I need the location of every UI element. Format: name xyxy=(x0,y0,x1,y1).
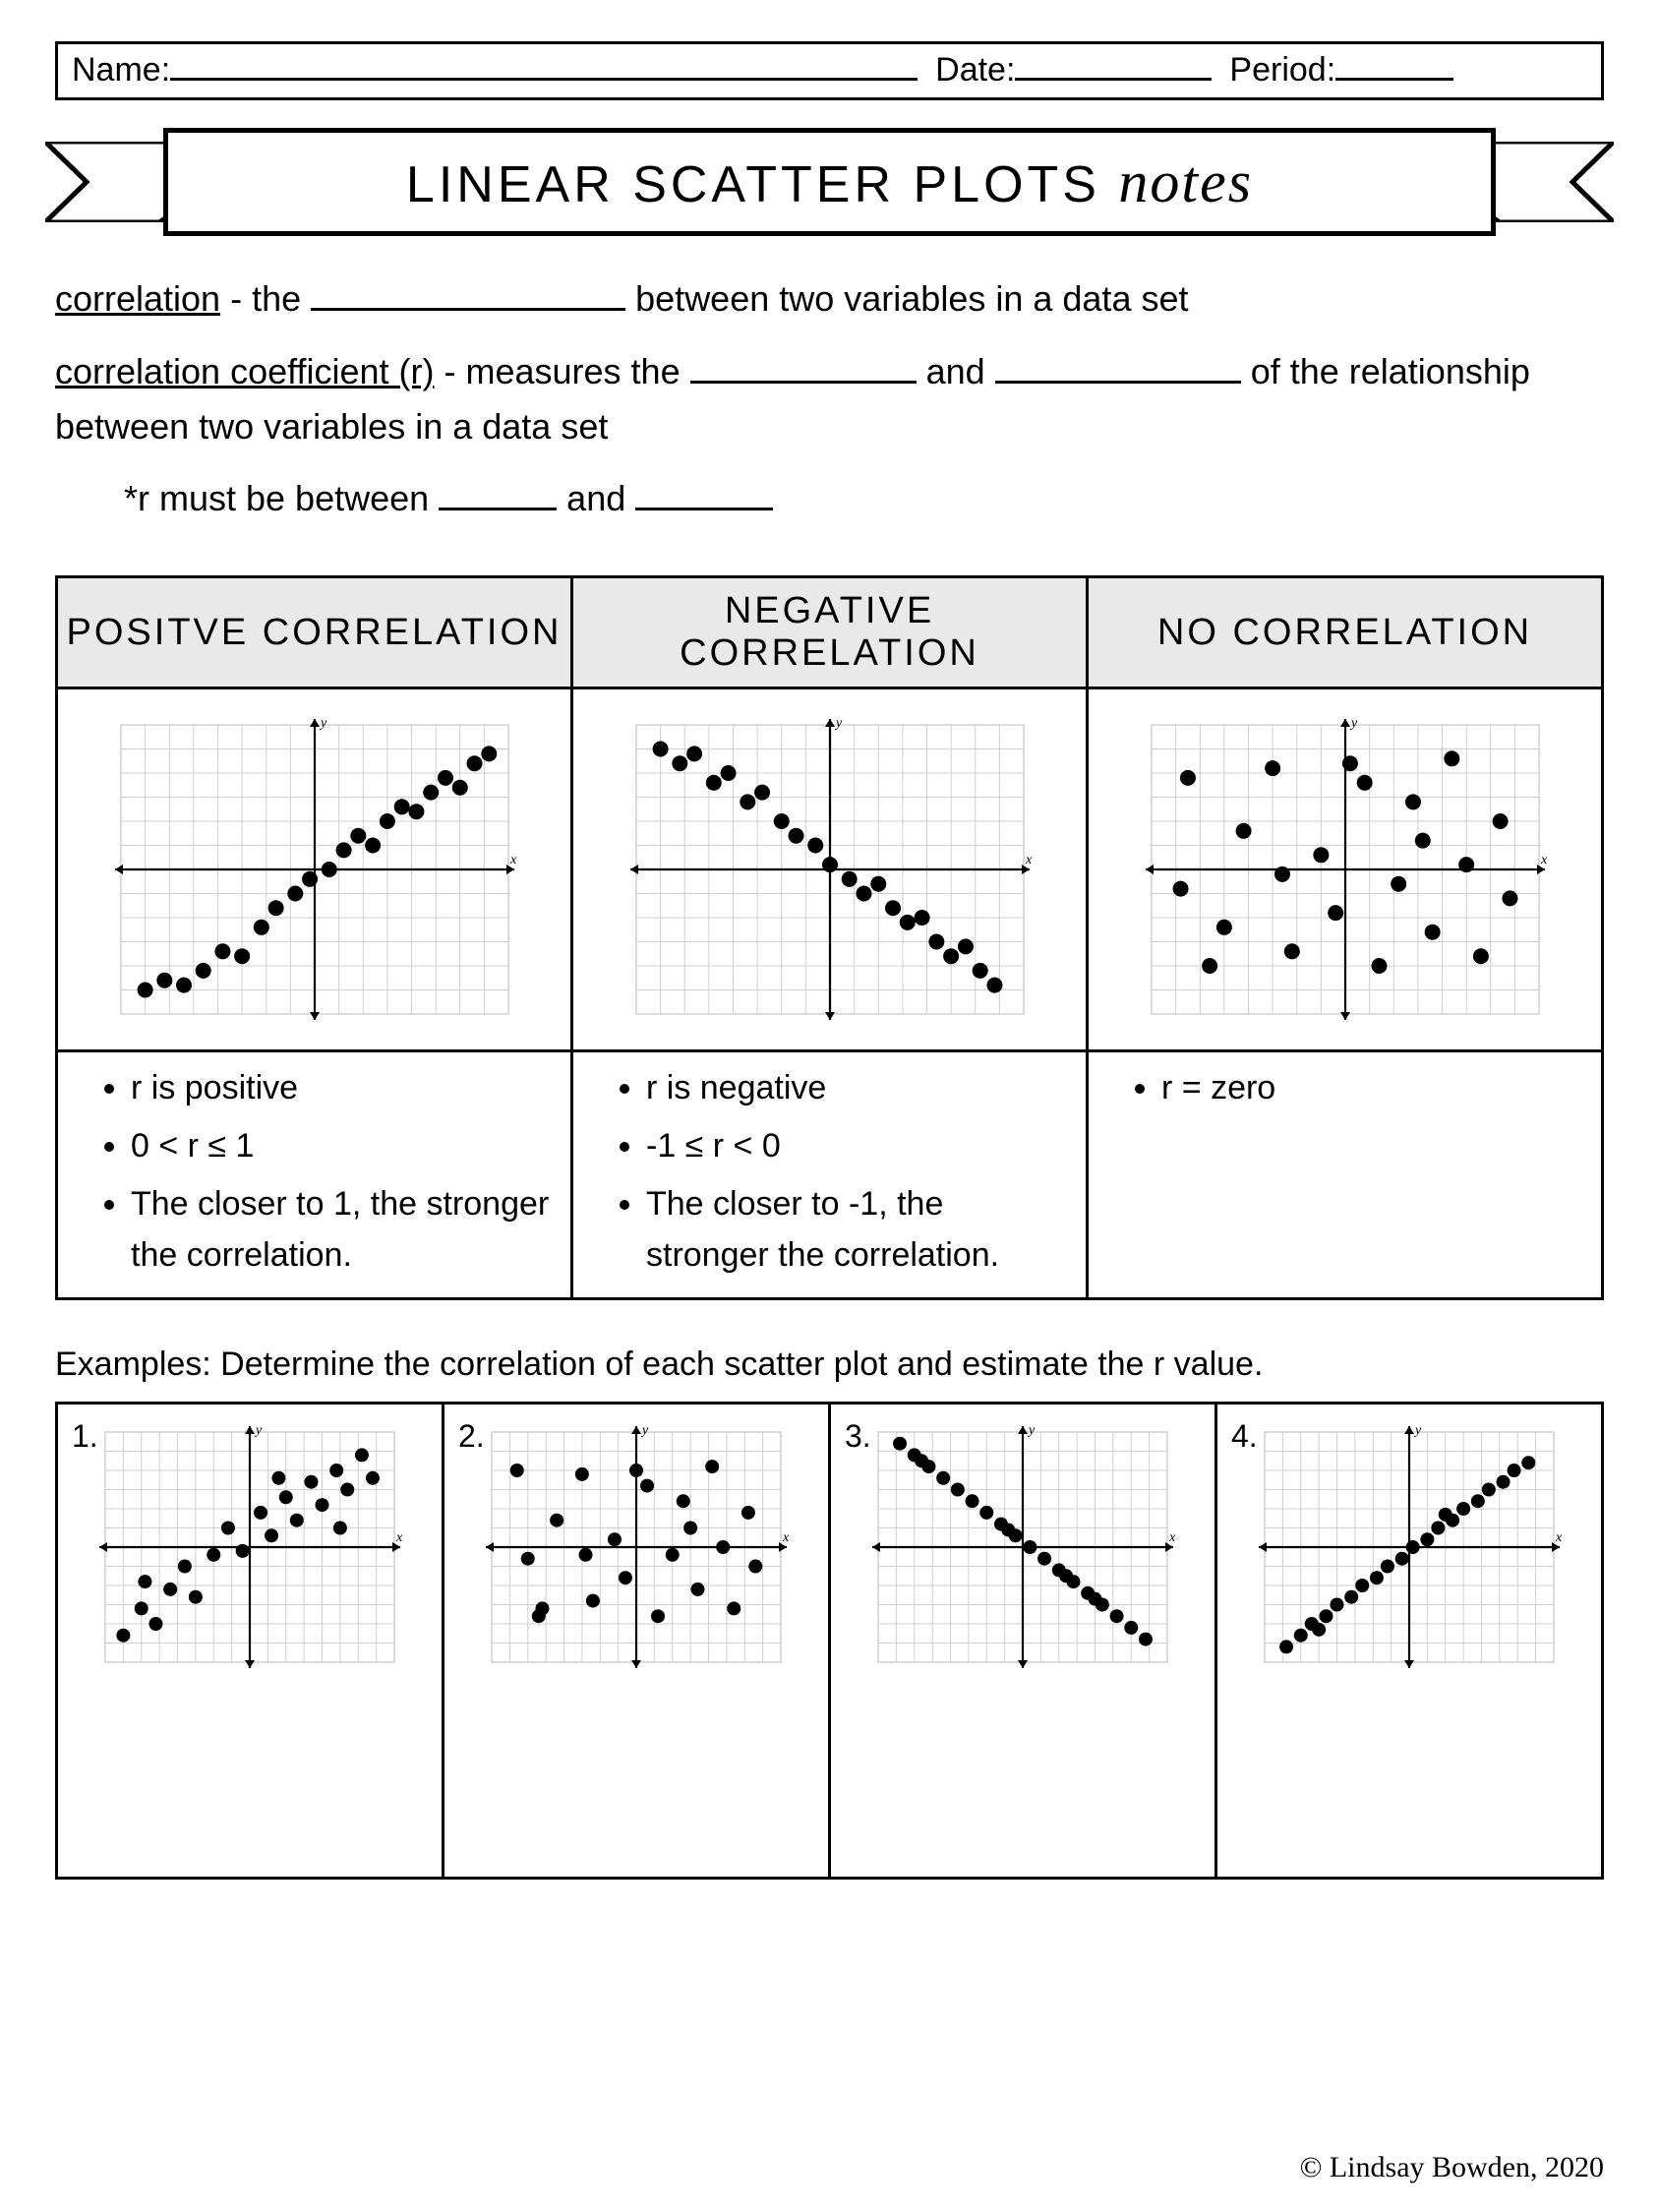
col-header-none: NO CORRELATION xyxy=(1088,577,1603,688)
plot-cell-negative: xy xyxy=(572,688,1088,1051)
name-blank[interactable] xyxy=(170,50,918,81)
example-num-4: 4. xyxy=(1231,1418,1258,1455)
banner-tail-left-icon xyxy=(45,142,183,222)
bullets-positive: r is positive 0 < r ≤ 1 The closer to 1, t… xyxy=(57,1051,572,1299)
def-term-coefficient: correlation coefficient (r) xyxy=(55,351,435,391)
plot-cell-none: xy xyxy=(1088,688,1603,1051)
bullet-item: r = zero xyxy=(1161,1062,1589,1114)
scatter-plot: xy xyxy=(860,1414,1185,1680)
scatter-plot: xy xyxy=(103,707,526,1032)
scatter-plot: xy xyxy=(474,1414,799,1680)
def-text: - the xyxy=(220,278,311,319)
scatter-plot: xy xyxy=(88,1414,412,1680)
title-box: LINEAR SCATTER PLOTS notes xyxy=(163,128,1496,236)
correlation-table: POSITVE CORRELATION NEGATIVE CORRELATION… xyxy=(55,575,1604,1300)
plot-cell-positive: xy xyxy=(57,688,572,1051)
examples-label: Examples: Determine the correlation of e… xyxy=(55,1345,1604,1384)
def-blank-5[interactable] xyxy=(635,482,773,510)
col-header-negative: NEGATIVE CORRELATION xyxy=(572,577,1088,688)
col-header-positive: POSITVE CORRELATION xyxy=(57,577,572,688)
period-label: Period: xyxy=(1229,51,1335,90)
header-row: Name: Date: Period: xyxy=(55,41,1604,100)
bullet-item: 0 < r ≤ 1 xyxy=(131,1120,559,1172)
svg-text:y: y xyxy=(1413,1423,1422,1438)
bullet-item: The closer to -1, the stronger the corre… xyxy=(646,1178,1074,1282)
footer-text: © Lindsay Bowden, 2020 xyxy=(1300,2151,1604,2184)
title-script: notes xyxy=(1118,149,1253,214)
svg-text:y: y xyxy=(640,1423,649,1438)
examples-table: 1. xy 2. xy 3. xy 4. xy xyxy=(55,1402,1604,1880)
def-text: between two variables in a data set xyxy=(625,278,1188,319)
svg-text:x: x xyxy=(395,1530,403,1545)
bullet-item: -1 ≤ r < 0 xyxy=(646,1120,1074,1172)
title-main: LINEAR SCATTER PLOTS xyxy=(406,156,1119,213)
def-blank-1[interactable] xyxy=(311,282,625,311)
example-cell-2: 2. xy xyxy=(444,1403,830,1878)
def-blank-4[interactable] xyxy=(439,482,557,510)
date-label: Date: xyxy=(935,51,1015,90)
example-cell-1: 1. xy xyxy=(57,1403,444,1878)
page-title: LINEAR SCATTER PLOTS notes xyxy=(406,149,1253,216)
def-text: and xyxy=(557,478,635,518)
example-num-1: 1. xyxy=(72,1418,98,1455)
svg-text:x: x xyxy=(509,853,517,867)
svg-text:y: y xyxy=(834,716,843,731)
svg-text:x: x xyxy=(1168,1530,1176,1545)
svg-text:x: x xyxy=(1555,1530,1563,1545)
svg-text:y: y xyxy=(1027,1423,1036,1438)
example-cell-4: 4. xy xyxy=(1216,1403,1603,1878)
svg-text:y: y xyxy=(1349,716,1358,731)
def-text: - measures the xyxy=(435,351,690,391)
svg-text:y: y xyxy=(254,1423,263,1438)
example-cell-3: 3. xy xyxy=(830,1403,1216,1878)
def-blank-3[interactable] xyxy=(995,355,1241,384)
svg-text:y: y xyxy=(319,716,327,731)
svg-text:x: x xyxy=(1025,853,1033,867)
scatter-plot: xy xyxy=(1247,1414,1571,1680)
date-blank[interactable] xyxy=(1015,50,1212,81)
def-text: and xyxy=(917,351,995,391)
bullets-none: r = zero xyxy=(1088,1051,1603,1299)
def-blank-2[interactable] xyxy=(690,355,917,384)
name-label: Name: xyxy=(72,51,170,90)
banner-tail-right-icon xyxy=(1476,142,1614,222)
svg-text:x: x xyxy=(782,1530,790,1545)
bullet-item: The closer to 1, the stronger the correl… xyxy=(131,1178,559,1282)
scatter-plot: xy xyxy=(1134,707,1557,1032)
definitions: correlation - the between two variables … xyxy=(55,271,1604,526)
bullet-item: r is positive xyxy=(131,1062,559,1114)
def-term-correlation: correlation xyxy=(55,278,220,319)
def-text: *r must be between xyxy=(124,478,439,518)
example-num-2: 2. xyxy=(458,1418,485,1455)
scatter-plot: xy xyxy=(619,707,1041,1032)
period-blank[interactable] xyxy=(1335,50,1453,81)
svg-text:x: x xyxy=(1540,853,1548,867)
bullet-item: r is negative xyxy=(646,1062,1074,1114)
bullets-negative: r is negative -1 ≤ r < 0 The closer to -1,… xyxy=(572,1051,1088,1299)
example-num-3: 3. xyxy=(845,1418,871,1455)
title-banner: LINEAR SCATTER PLOTS notes xyxy=(55,128,1604,236)
